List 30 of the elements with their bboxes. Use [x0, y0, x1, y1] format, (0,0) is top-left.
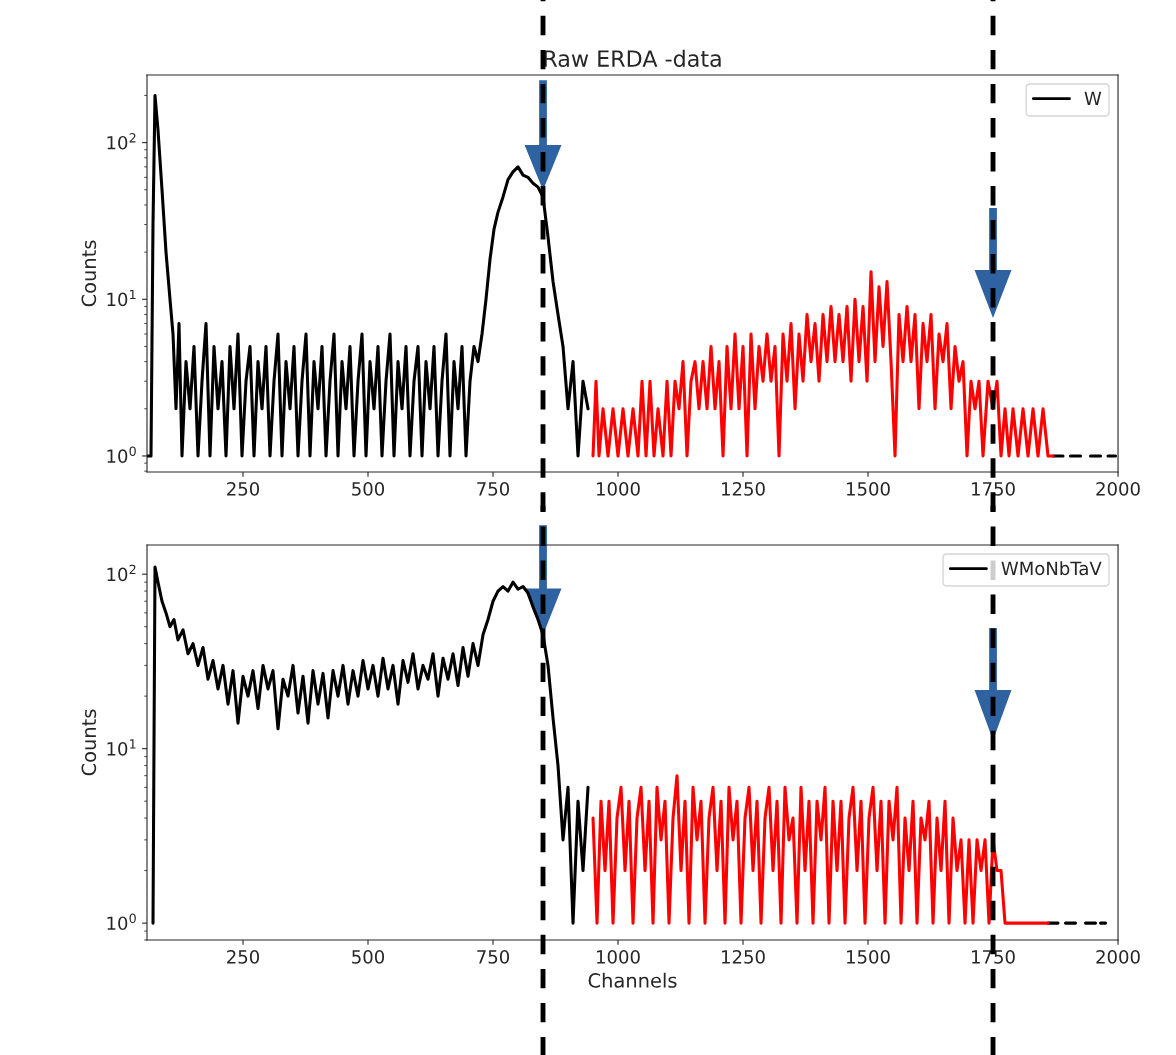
y-tick-label: 10$^{1}$	[107, 289, 136, 307]
y-tick-label: 10$^{2}$	[107, 564, 136, 582]
x-tick-label: 1000	[597, 950, 640, 964]
legend-label: WMoNbTaV	[1001, 561, 1102, 576]
x-tick-label: 250	[227, 950, 260, 964]
y-tick-label: 10$^{0}$	[107, 446, 136, 463]
y-tick-label: 10$^{0}$	[107, 913, 136, 931]
x-tick-label: 1500	[847, 950, 890, 964]
y-axis-title: Counts	[81, 240, 97, 307]
x-tick-label: 500	[352, 482, 385, 496]
legend-label: W	[1084, 91, 1102, 105]
x-tick-label: 2000	[1096, 482, 1140, 496]
x-tick-label: 1250	[722, 482, 765, 496]
x-tick-label: 2000	[1096, 950, 1140, 964]
line-series	[591, 270, 1055, 458]
x-tick-label: 250	[227, 482, 260, 496]
chart-title: Raw ERDA -data	[544, 49, 721, 67]
x-tick-label: 1000	[597, 482, 640, 496]
x-tick-label: 1750	[972, 482, 1015, 496]
x-tick-label: 1250	[722, 950, 765, 964]
x-tick-label: 750	[477, 482, 510, 496]
y-tick-label: 10$^{1}$	[107, 739, 136, 756]
x-tick-label: 500	[352, 950, 385, 964]
y-tick-label: 10$^{2}$	[107, 133, 136, 150]
x-tick-label: 1750	[972, 950, 1015, 964]
x-axis-title: Channels	[588, 972, 677, 988]
x-tick-label: 1500	[847, 482, 890, 496]
x-tick-label: 750	[477, 950, 510, 964]
y-axis-title: Counts	[81, 709, 97, 776]
line-series	[591, 774, 1050, 925]
